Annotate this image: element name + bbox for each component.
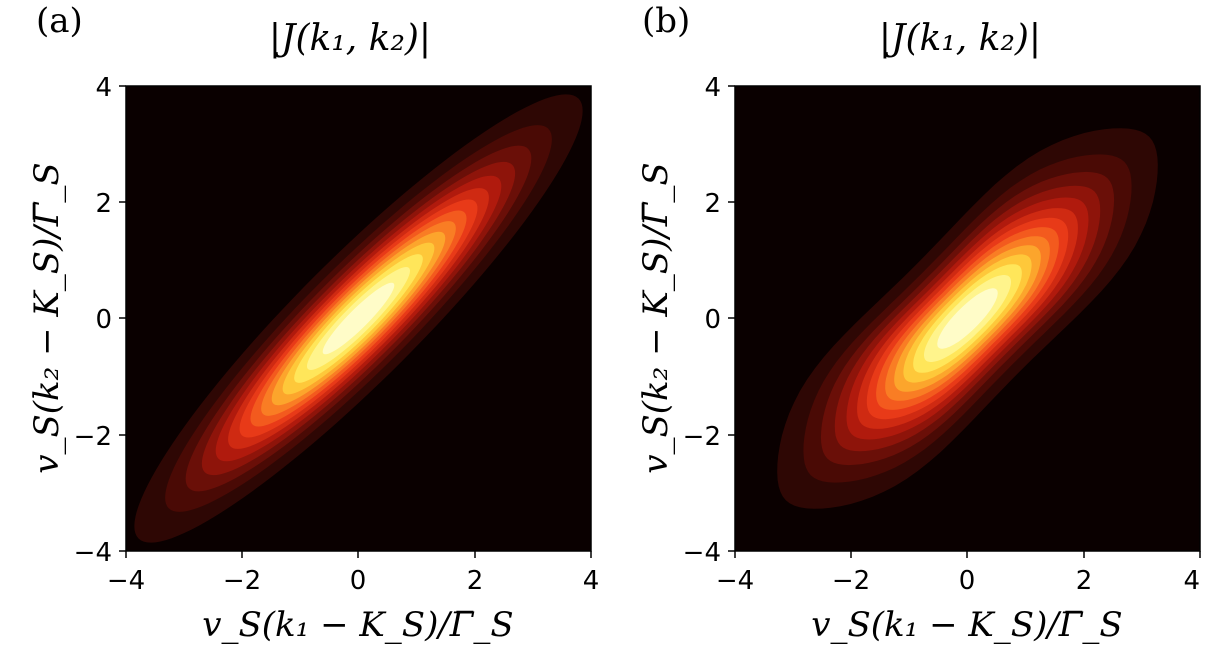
panel-b-xtick-label: 2 bbox=[1076, 566, 1093, 596]
panel-b-ytick-label: 0 bbox=[704, 305, 721, 335]
panel-a-ytick-label: −4 bbox=[74, 538, 112, 568]
panel-a-xtick-label: −4 bbox=[107, 566, 145, 596]
panel-b-title: |J(k₁, k₂)| bbox=[879, 18, 1041, 59]
panel-a-label: (a) bbox=[36, 1, 83, 41]
panel-b-xtick-label: 4 bbox=[1183, 566, 1200, 596]
panel-a-y-ticks: 4 2 0 −2 −4 bbox=[74, 73, 126, 568]
panel-b-ytick-label: −2 bbox=[683, 422, 721, 452]
panel-a-x-ticks: −4 −2 0 2 4 bbox=[107, 551, 599, 596]
panel-b-ytick-label: 2 bbox=[704, 189, 721, 219]
panel-b-y-ticks: 4 2 0 −2 −4 bbox=[683, 73, 735, 568]
panel-b-x-axis-label: v_S(k₁ − K_S)/Γ̅_S bbox=[811, 605, 1122, 645]
panel-a-x-axis-label: v_S(k₁ − K_S)/Γ̅_S bbox=[202, 605, 513, 645]
panel-a-y-axis-label: v_S(k₂ − K_S)/Γ̅_S bbox=[27, 162, 67, 473]
panel-a-title: |J(k₁, k₂)| bbox=[269, 18, 431, 59]
panel-b-ytick-label: −4 bbox=[683, 538, 721, 568]
panel-a-xtick-label: −2 bbox=[223, 566, 261, 596]
panel-a-ytick-label: 2 bbox=[95, 189, 112, 219]
panel-b-x-ticks: −4 −2 0 2 4 bbox=[716, 551, 1201, 596]
panel-b: (b) |J(k₁, k₂)| −4 −2 0 2 4 bbox=[636, 1, 1201, 645]
panel-a-contours bbox=[134, 94, 583, 543]
panel-a-xtick-label: 0 bbox=[350, 566, 367, 596]
panel-a-xtick-label: 2 bbox=[467, 566, 484, 596]
contour-band bbox=[937, 288, 998, 349]
panel-a-ytick-label: 0 bbox=[95, 305, 112, 335]
panel-b-y-axis-label: v_S(k₂ − K_S)/Γ̅_S bbox=[636, 162, 676, 473]
contour-band bbox=[322, 282, 395, 355]
panel-b-label: (b) bbox=[642, 1, 690, 41]
panel-a-ytick-label: 4 bbox=[95, 73, 112, 103]
panel-b-contours bbox=[777, 128, 1158, 509]
panel-b-ytick-label: 4 bbox=[704, 73, 721, 103]
panel-a: (a) |J(k₁, k₂)| −4 −2 0 2 4 bbox=[27, 1, 599, 645]
panel-b-xtick-label: −4 bbox=[716, 566, 754, 596]
panel-b-xtick-label: 0 bbox=[959, 566, 976, 596]
panel-a-ytick-label: −2 bbox=[74, 422, 112, 452]
panel-a-xtick-label: 4 bbox=[583, 566, 600, 596]
panel-b-xtick-label: −2 bbox=[832, 566, 870, 596]
